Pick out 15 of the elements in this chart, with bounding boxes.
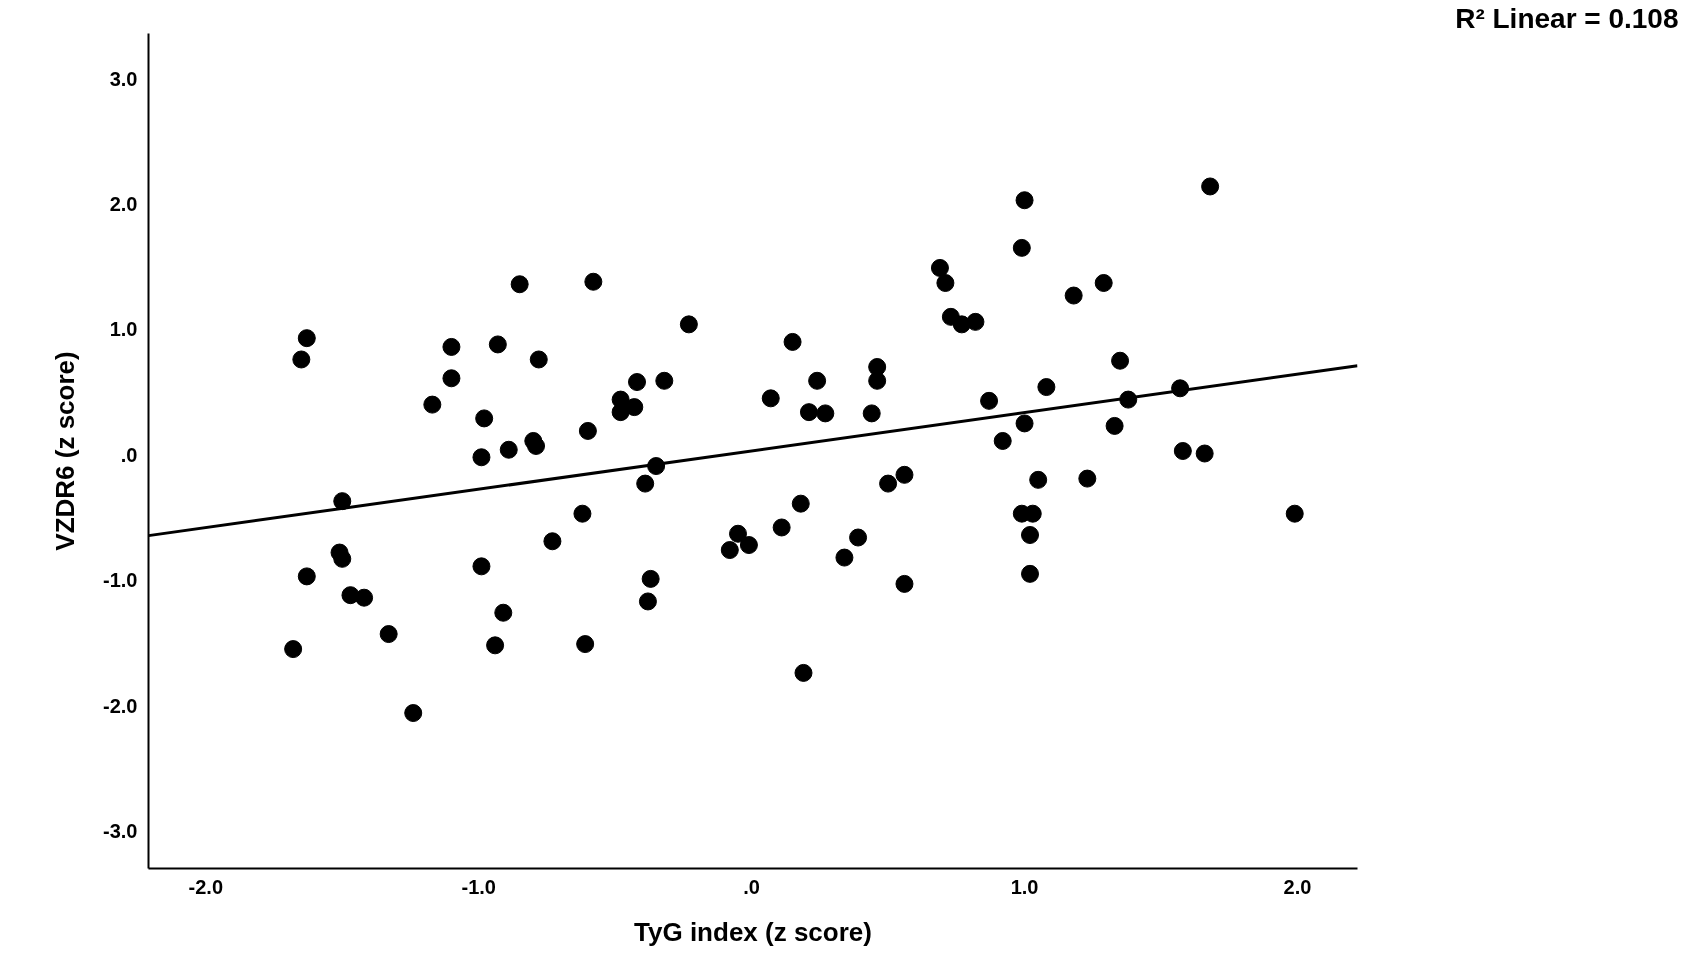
x-tick-label: 2.0 xyxy=(1283,875,1312,898)
y-tick-label: -1.0 xyxy=(103,569,138,592)
y-tick-label: -3.0 xyxy=(103,819,138,842)
x-tick-label: -2.0 xyxy=(188,875,224,898)
x-axis-title: TyG index (z score) xyxy=(634,916,872,947)
y-tick-label: 2.0 xyxy=(109,193,138,216)
y-tick-label: .0 xyxy=(120,443,138,466)
x-tick-label: .0 xyxy=(743,875,760,898)
text: R² Linear = 0.108 xyxy=(1455,2,1679,34)
x-tick-label: -1.0 xyxy=(461,875,496,898)
y-tick-label: -2.0 xyxy=(103,694,138,717)
y-tick-label: 1.0 xyxy=(109,318,138,341)
y-axis-title: VZDR6 (z score) xyxy=(50,351,81,551)
x-tick-label: 1.0 xyxy=(1010,875,1039,898)
y-tick-label: 3.0 xyxy=(109,67,138,90)
